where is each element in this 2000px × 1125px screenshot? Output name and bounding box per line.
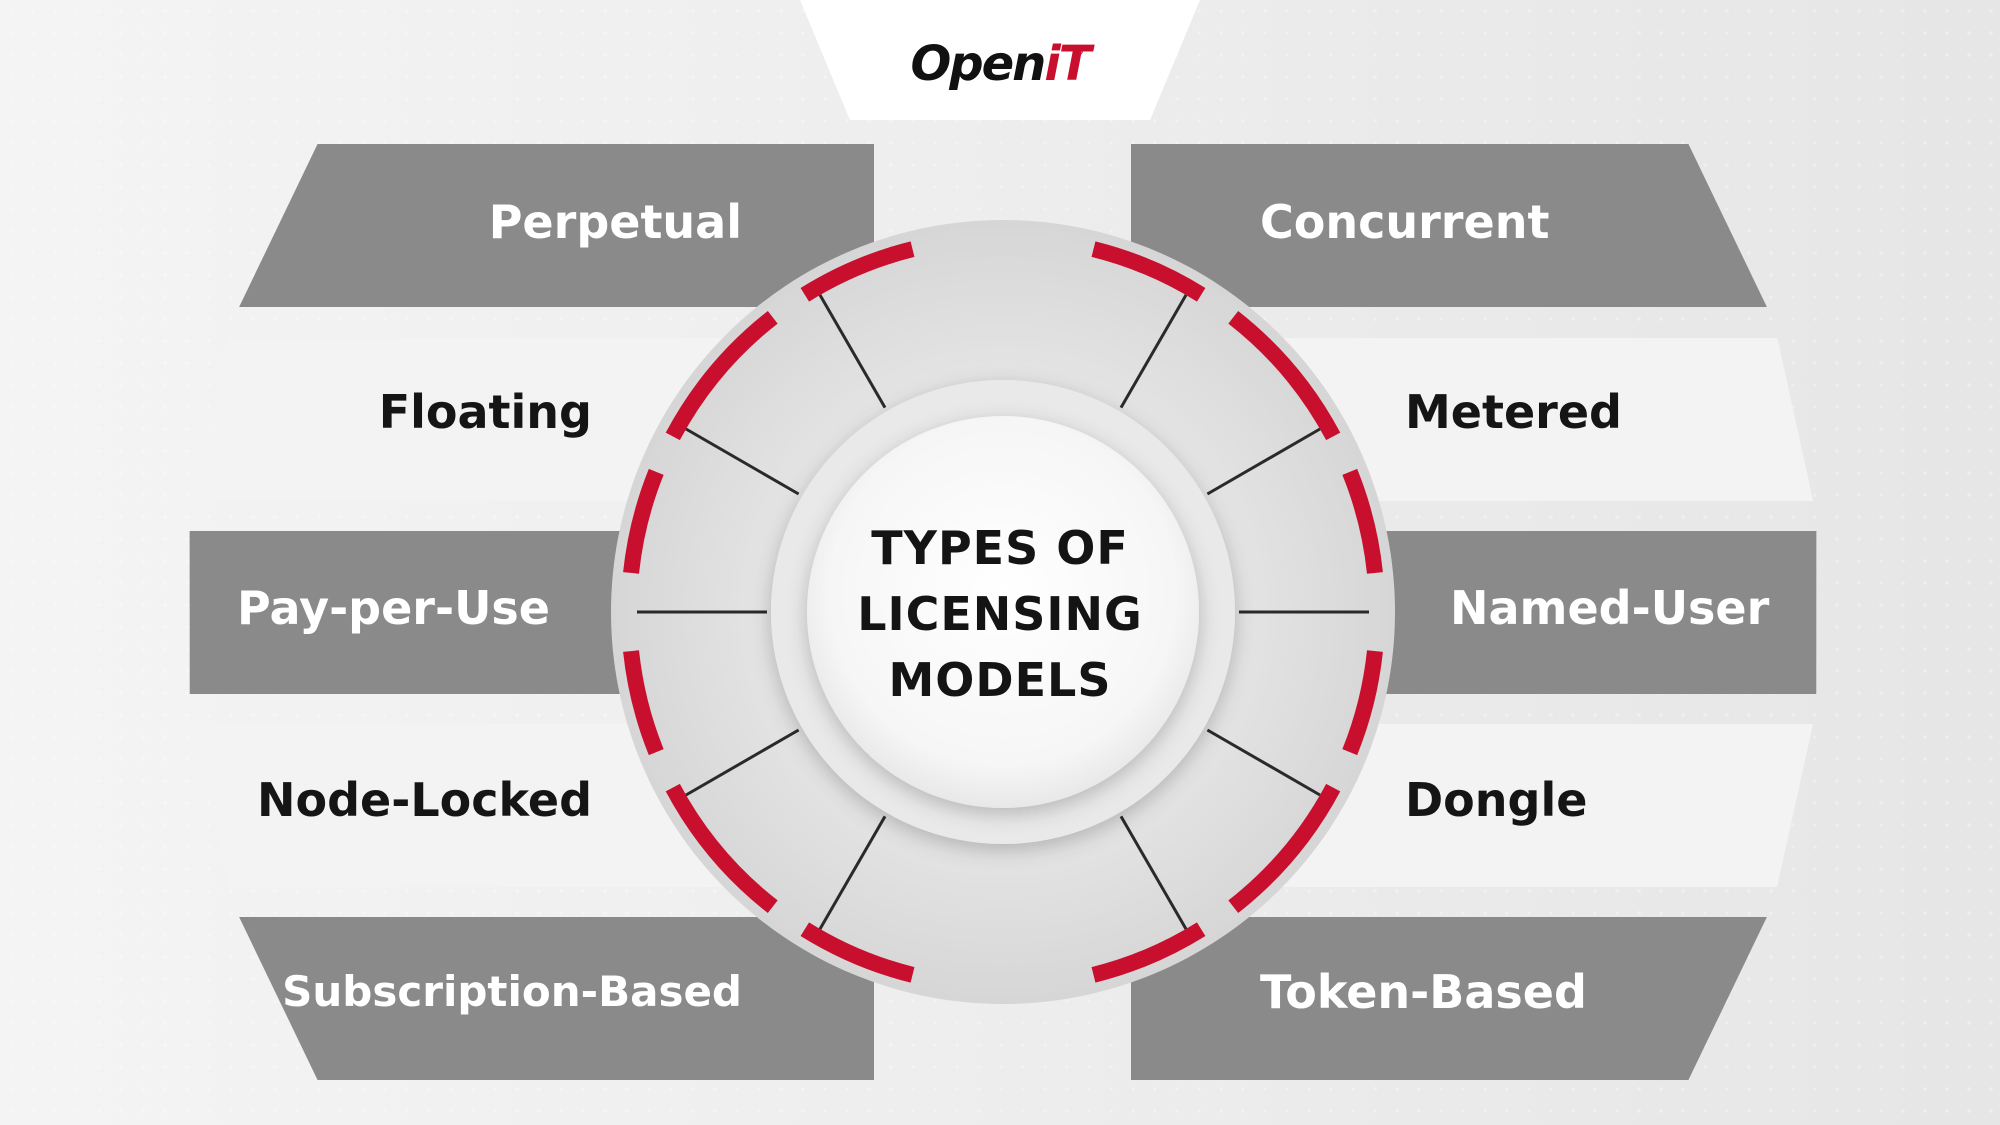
spoke-line-9	[1206, 728, 1321, 797]
label-floating: Floating	[378, 385, 592, 439]
spoke-lines	[637, 294, 1369, 930]
label-pay-per-use: Pay-per-Use	[236, 581, 550, 635]
center-title-line-3: MODELS	[888, 653, 1112, 707]
spoke-line-4	[685, 728, 800, 797]
center-title-line-2: LICENSING	[857, 587, 1143, 641]
label-node-locked: Node-Locked	[257, 773, 592, 827]
center-title-line-1: TYPES OF	[871, 521, 1129, 575]
spoke-line-7	[1206, 427, 1321, 496]
red-arc-4	[623, 650, 664, 756]
spoke-line-2	[685, 427, 800, 496]
spoke-line-5	[818, 815, 887, 930]
center-disc	[807, 416, 1199, 808]
red-arc-10	[1342, 650, 1383, 756]
center-title: TYPES OF LICENSING MODELS	[810, 515, 1190, 713]
label-metered: Metered	[1405, 385, 1622, 439]
spoke-line-6	[1119, 294, 1188, 409]
red-arc-5	[665, 783, 778, 914]
red-arc-2	[665, 310, 778, 441]
logo-tab	[800, 0, 1200, 120]
spoke-line-10	[1119, 815, 1188, 930]
red-arc-12	[1091, 922, 1206, 983]
label-named-user: Named-User	[1450, 581, 1770, 635]
label-subscription-based: Subscription-Based	[282, 967, 742, 1016]
red-arc-7	[1091, 241, 1206, 302]
left-band-5	[239, 917, 874, 1080]
red-arc-1	[800, 241, 915, 302]
label-perpetual: Perpetual	[488, 195, 742, 249]
left-band-1	[239, 144, 874, 307]
right-band-1	[1131, 144, 1767, 307]
red-arc-8	[1228, 310, 1341, 441]
red-arc-3	[623, 468, 664, 574]
right-band-5	[1131, 917, 1767, 1080]
label-token-based: Token-Based	[1260, 965, 1587, 1019]
red-arc-9	[1342, 468, 1383, 574]
label-concurrent: Concurrent	[1260, 195, 1550, 249]
red-arc-6	[800, 922, 915, 983]
red-arc-11	[1228, 783, 1341, 914]
red-arc-segments	[623, 241, 1383, 983]
spoke-line-1	[818, 294, 887, 409]
label-dongle: Dongle	[1405, 773, 1588, 827]
